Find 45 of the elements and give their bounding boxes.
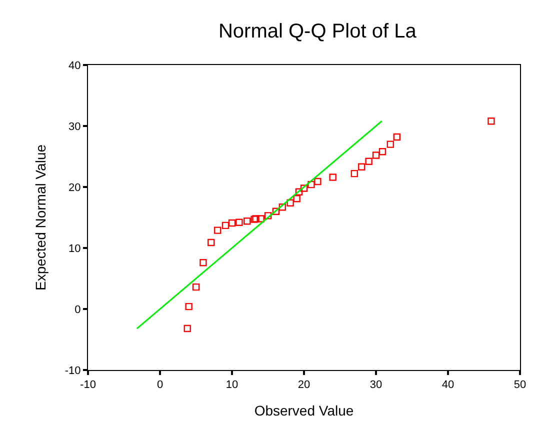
point — [208, 238, 215, 246]
x-tick-label: 0 — [156, 379, 164, 392]
point — [386, 140, 394, 148]
y-tick-label: 20 — [68, 182, 81, 194]
point — [488, 118, 495, 125]
point — [308, 180, 315, 188]
point — [222, 222, 230, 230]
point — [365, 158, 372, 165]
point — [378, 148, 386, 156]
y-tick-label: 0 — [74, 304, 81, 316]
point — [358, 163, 366, 170]
point — [286, 199, 294, 206]
point — [278, 204, 286, 211]
point — [192, 283, 200, 291]
point — [295, 188, 303, 196]
point — [257, 215, 264, 222]
y-tick-label: -10 — [64, 364, 81, 377]
point — [314, 178, 322, 186]
chart-title: Normal Q-Q Plot of La — [218, 20, 418, 43]
point — [236, 218, 243, 226]
point — [350, 170, 358, 178]
x-axis-title: Observed Value — [254, 402, 354, 418]
point — [372, 152, 380, 159]
point — [184, 324, 191, 332]
point — [329, 174, 336, 181]
point — [200, 259, 207, 266]
point — [300, 184, 308, 192]
point — [293, 194, 300, 202]
y-axis-title: Expected Normal Value — [32, 144, 48, 291]
point — [272, 208, 280, 215]
x-tick-label: 40 — [442, 379, 454, 392]
y-tick-label: 30 — [68, 120, 81, 133]
point — [244, 218, 251, 225]
point — [228, 219, 236, 227]
x-tick-label: 30 — [370, 379, 382, 392]
x-tick-label: -10 — [80, 379, 96, 392]
x-tick-label: 50 — [514, 379, 526, 392]
y-tick-label: 10 — [68, 242, 81, 255]
y-tick-label: 40 — [68, 60, 81, 72]
point — [393, 133, 400, 141]
point — [185, 302, 192, 310]
x-tick-label: 10 — [226, 379, 238, 392]
point — [264, 212, 272, 220]
point — [214, 226, 222, 234]
x-tick-label: 20 — [298, 379, 310, 392]
